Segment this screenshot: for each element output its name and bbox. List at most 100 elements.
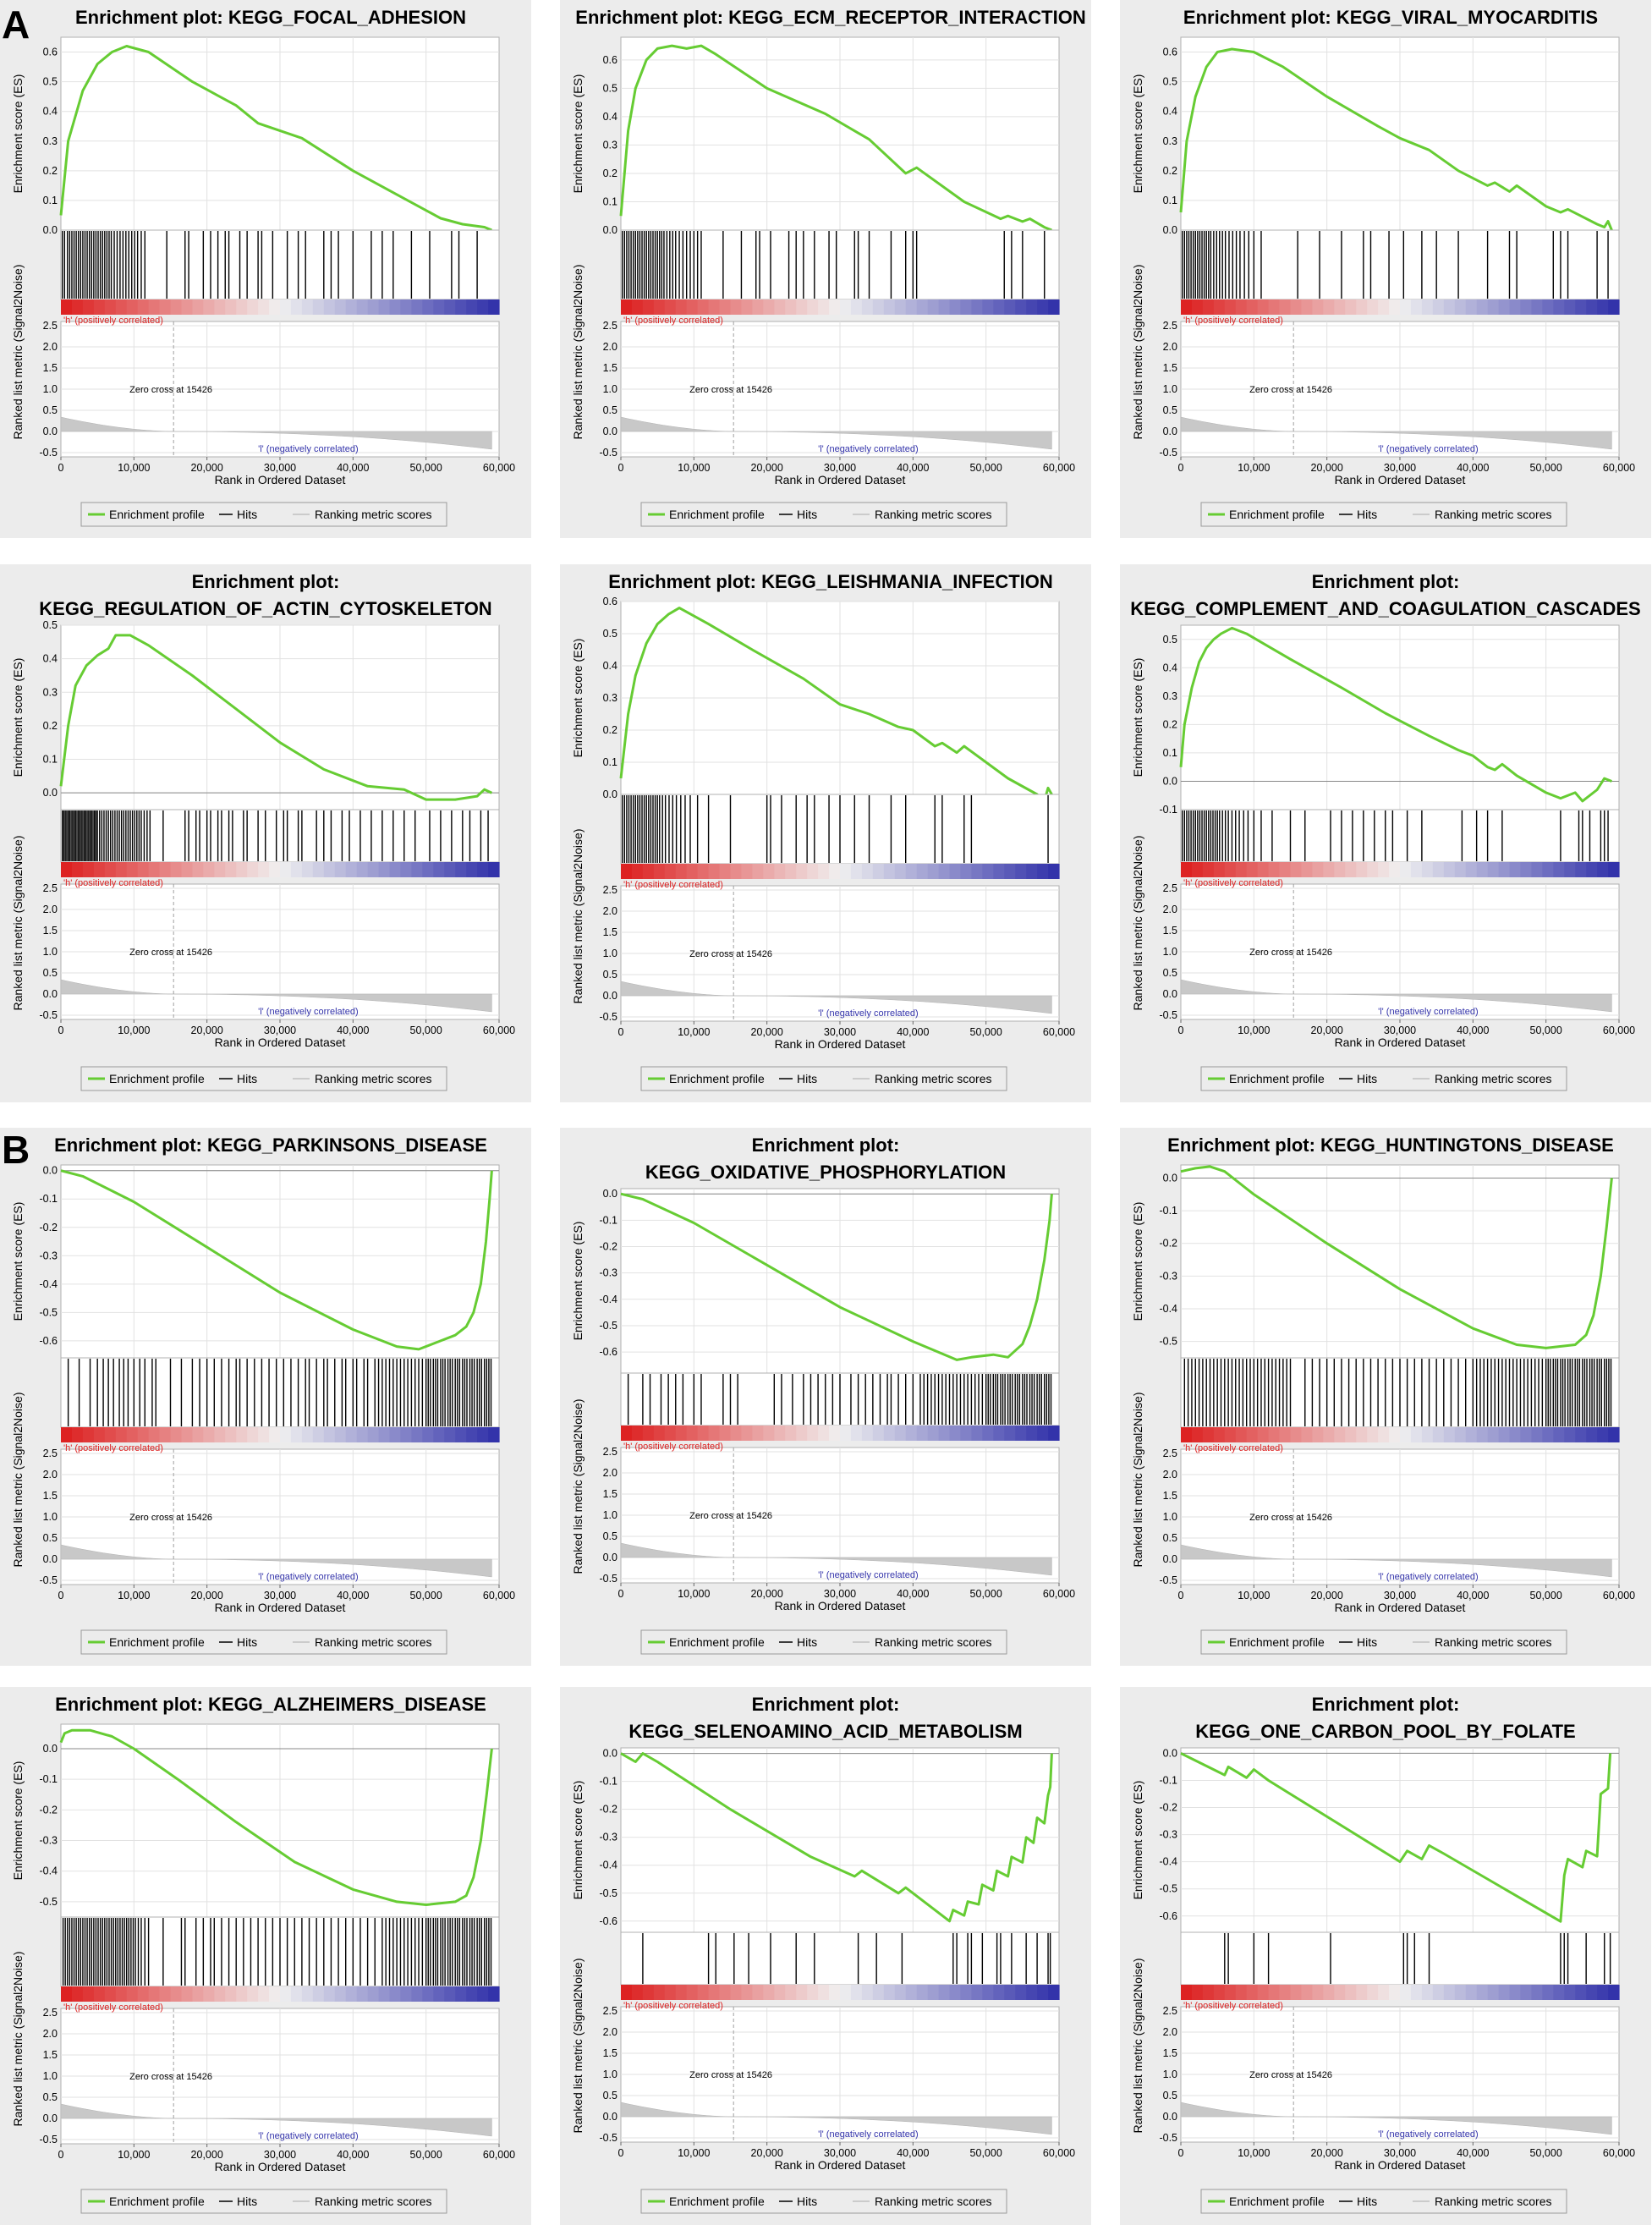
ranking-color-segment: [192, 862, 204, 877]
ranking-color-segment: [1004, 1426, 1016, 1441]
es-y-axis-label: Enrichment score (ES): [571, 74, 585, 194]
x-tick-label: 40,000: [897, 1588, 929, 1600]
positive-correlation-label: 'h' (positively correlated): [63, 316, 163, 326]
ranking-color-segment: [861, 299, 874, 315]
x-tick-label: 60,000: [483, 1590, 515, 1601]
ranking-color-segment: [1026, 1985, 1038, 2000]
positive-correlation-label: 'h' (positively correlated): [1183, 2001, 1283, 2011]
ranking-color-segment: [323, 299, 336, 315]
ranking-color-segment: [1312, 299, 1324, 315]
es-y-tick-label: -0.6: [39, 1335, 58, 1347]
ranking-color-segment: [653, 1426, 666, 1441]
ranking-color-segment: [345, 299, 358, 315]
legend-label-metric: Ranking metric scores: [315, 2195, 432, 2208]
ranking-color-segment: [247, 1427, 259, 1442]
ranking-color-segment: [840, 1426, 852, 1441]
metric-y-tick-label: 1.0: [603, 1509, 617, 1521]
ranking-color-segment: [400, 1427, 412, 1442]
es-y-tick-label: -0.1: [1159, 804, 1177, 816]
es-y-tick-label: -0.2: [599, 1804, 617, 1816]
ranking-color-segment: [971, 1985, 983, 2000]
ranking-color-segment: [774, 864, 786, 879]
ranking-color-segment: [1443, 299, 1456, 315]
ranking-color-segment: [872, 299, 885, 315]
ranking-color-segment: [71, 1986, 84, 2002]
ranking-color-segment: [1443, 1985, 1456, 2000]
ranking-color-segment: [356, 1986, 369, 2002]
x-tick-label: 50,000: [410, 462, 442, 474]
es-y-tick-label: 0.2: [43, 720, 58, 732]
ranking-color-segment: [1356, 1427, 1368, 1442]
plot-title: Enrichment plot: KEGG_LEISHMANIA_INFECTI…: [608, 571, 1053, 592]
es-y-tick-label: -0.5: [1159, 1883, 1177, 1895]
ranking-color-segment: [126, 862, 139, 877]
ranking-color-segment: [916, 1985, 929, 2000]
ranking-color-segment: [1048, 864, 1060, 879]
ranking-color-segment: [1235, 862, 1248, 877]
legend-label-hits: Hits: [1357, 1072, 1377, 1085]
ranking-color-segment: [1290, 862, 1303, 877]
ranking-color-segment: [883, 1426, 896, 1441]
metric-y-tick-label: 0.0: [603, 1552, 617, 1563]
plot-title: KEGG_OXIDATIVE_PHOSPHORYLATION: [645, 1162, 1006, 1183]
panel-label-a: A: [2, 3, 30, 47]
metric-y-tick-label: 0.0: [1163, 2111, 1177, 2123]
ranking-color-segment: [203, 1986, 215, 2002]
ranking-color-segment: [861, 1985, 874, 2000]
x-tick-label: 30,000: [824, 2147, 856, 2159]
ranking-color-segment: [1553, 299, 1565, 315]
ranking-color-segment: [1279, 299, 1292, 315]
es-y-tick-label: 0.0: [43, 1743, 58, 1755]
metric-y-tick-label: 1.5: [43, 2049, 58, 2061]
metric-y-axis-label: Ranked list metric (Signal2Noise): [1131, 836, 1144, 1011]
ranking-color-segment: [938, 1426, 951, 1441]
ranking-color-segment: [905, 864, 918, 879]
x-tick-label: 40,000: [897, 1026, 929, 1038]
x-tick-label: 30,000: [824, 1588, 856, 1600]
negative-correlation-label: 'l' (negatively correlated): [818, 1570, 919, 1580]
ranking-color-segment: [71, 1427, 84, 1442]
ranking-color-segment: [1389, 1985, 1401, 2000]
ranking-color-segment: [1531, 1427, 1543, 1442]
x-axis-label: Rank in Ordered Dataset: [215, 1601, 346, 1614]
ranking-color-segment: [1268, 862, 1281, 877]
ranking-color-segment: [675, 299, 688, 315]
ranking-color-segment: [675, 864, 688, 879]
x-tick-label: 30,000: [1384, 462, 1416, 474]
ranking-color-segment: [763, 1426, 775, 1441]
ranking-color-segment: [1597, 862, 1609, 877]
ranking-color-segment: [1454, 1985, 1467, 2000]
metric-y-tick-label: 2.0: [603, 2026, 617, 2038]
ranking-metric-area: [60, 979, 492, 1013]
ranking-color-segment: [1410, 299, 1423, 315]
es-y-tick-label: -0.4: [1159, 1856, 1177, 1868]
ranking-color-segment: [258, 862, 270, 877]
legend-label-metric: Ranking metric scores: [875, 508, 992, 521]
legend-box: [640, 2189, 1007, 2214]
ranking-color-segment: [785, 299, 797, 315]
metric-y-tick-label: -0.5: [39, 1009, 58, 1021]
x-axis-label: Rank in Ordered Dataset: [215, 473, 346, 486]
x-tick-label: 40,000: [897, 2147, 929, 2159]
ranking-color-segment: [1191, 299, 1204, 315]
ranking-metric-area: [620, 416, 1052, 450]
ranking-color-segment: [192, 299, 204, 315]
ranking-color-segment: [1367, 1427, 1379, 1442]
ranking-color-segment: [949, 864, 962, 879]
ranking-color-segment: [763, 299, 775, 315]
x-tick-label: 10,000: [1238, 462, 1270, 474]
ranking-color-segment: [850, 1985, 863, 2000]
ranking-color-segment: [356, 299, 369, 315]
x-tick-label: 50,000: [410, 1590, 442, 1601]
ranking-color-segment: [280, 862, 292, 877]
metric-y-tick-label: 1.5: [603, 2047, 617, 2059]
x-tick-label: 0: [58, 2149, 64, 2161]
metric-y-tick-label: -0.5: [599, 1573, 617, 1585]
legend-box: [80, 2189, 447, 2214]
metric-y-tick-label: -0.5: [39, 1574, 58, 1586]
metric-y-tick-label: -0.5: [599, 1011, 617, 1023]
es-y-tick-label: -0.4: [39, 1865, 58, 1877]
ranking-color-segment: [1575, 862, 1587, 877]
ranking-color-segment: [192, 1986, 204, 2002]
positive-correlation-label: 'h' (positively correlated): [63, 2002, 163, 2013]
